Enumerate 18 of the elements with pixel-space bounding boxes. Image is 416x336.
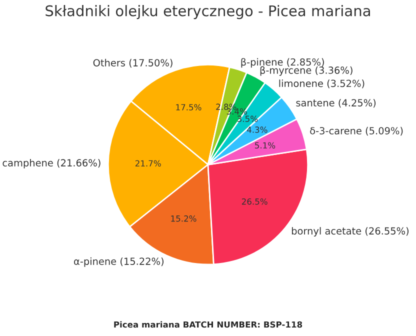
data-label: 4.3% <box>247 126 268 133</box>
slice-label: santene (4.25%) <box>296 98 376 108</box>
data-label: 5.1% <box>255 142 276 149</box>
slice-label: β-pinene (2.85%) <box>241 58 324 68</box>
slice-label: Others (17.50%) <box>93 58 172 68</box>
data-label: 21.7% <box>135 160 161 167</box>
slice-label: α-pinene (15.22%) <box>74 257 164 267</box>
slice-label: β-myrcene (3.36%) <box>260 66 352 76</box>
slice-label: limonene (3.52%) <box>279 80 364 88</box>
data-label: 17.5% <box>176 104 202 110</box>
text: Picea mariana BATCH NUMBER: BSP-118 <box>114 321 302 328</box>
data-label: 2.8% <box>216 104 236 110</box>
data-label: 26.5% <box>242 198 268 205</box>
slice-label: bornyl acetate (26.55%) <box>292 227 409 236</box>
slice-label: δ-3-carene (5.09%) <box>310 126 403 136</box>
chart-title: Składniki olejku eterycznego - Picea mariana <box>46 5 370 20</box>
data-label: 15.2% <box>171 215 196 222</box>
slice-label: camphene (21.66%) <box>2 158 100 168</box>
